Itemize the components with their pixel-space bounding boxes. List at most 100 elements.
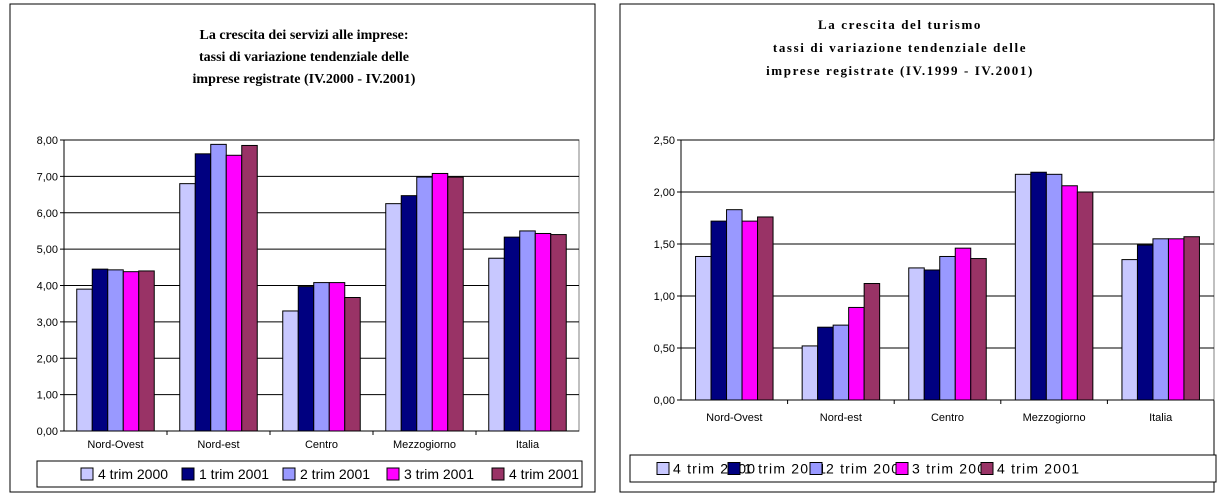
- chart-title-line-2: tassi di variazione tendenziale delle: [773, 40, 1027, 55]
- y-tick-label: 7,00: [37, 171, 58, 183]
- legend-label: 1 trim 2001: [199, 466, 269, 482]
- y-tick-label: 2,00: [654, 187, 675, 199]
- bar: [282, 310, 299, 432]
- y-tick-label: 4,00: [37, 281, 58, 293]
- chart-title-line-3: imprese registrate (IV.1999 - IV.2001): [766, 63, 1034, 78]
- bar: [91, 268, 109, 432]
- bar: [1136, 244, 1154, 401]
- legend-box: [36, 460, 583, 488]
- chart-services: La crescita dei servizi alle imprese: ta…: [0, 0, 600, 497]
- bar: [313, 282, 330, 432]
- bar: [726, 209, 743, 401]
- chart-tourism: La crescita del turismo tassi di variazi…: [614, 0, 1217, 497]
- y-tick-label: 5,00: [37, 244, 58, 256]
- bar: [431, 172, 449, 432]
- plot-area: 0,00 0,50 1,00 1,50 2,00 2,50 Nord-Ovest Nord-e…: [654, 135, 1215, 424]
- bar: [241, 144, 258, 432]
- bar: [138, 270, 155, 432]
- bar: [1014, 173, 1032, 401]
- chart-services-svg: La crescita dei servizi alle imprese: ta…: [9, 3, 596, 493]
- bar: [710, 220, 728, 401]
- bar: [1061, 185, 1078, 401]
- chart-title-line-1: La crescita dei servizi alle imprese:: [199, 28, 408, 43]
- x-category-label: Italia: [516, 439, 540, 451]
- bar: [817, 326, 834, 401]
- bar: [210, 143, 227, 432]
- legend-swatch: [809, 462, 823, 475]
- bar: [107, 269, 124, 432]
- y-tick-label: 0,00: [654, 395, 675, 407]
- y-tick-label: 1,50: [654, 239, 675, 251]
- chart-title-line-1: La crescita del turismo: [818, 17, 982, 32]
- x-category-label: Mezzogiorno: [1023, 412, 1086, 424]
- bar: [76, 288, 93, 432]
- bar: [194, 153, 212, 432]
- bar: [488, 257, 505, 432]
- y-tick-label: 6,00: [37, 208, 58, 220]
- legend-label: 4 trim 2001: [509, 466, 579, 482]
- legend-swatch: [181, 467, 195, 481]
- bar: [122, 271, 140, 432]
- x-category-label: Nord-Ovest: [87, 439, 143, 451]
- y-tick-label: 3,00: [37, 317, 58, 329]
- bar: [447, 176, 464, 432]
- x-category-label: Nord-est: [820, 412, 862, 424]
- legend-label: 1 trim 2001: [744, 461, 827, 477]
- legend-label: 4 trim 2000: [98, 466, 168, 482]
- legend: 4 trim 2000 1 trim 2001 2 trim 2001 3 trim …: [36, 460, 583, 488]
- x-category-label: Italia: [1149, 412, 1173, 424]
- bar: [1183, 236, 1200, 401]
- bar: [1076, 191, 1094, 401]
- bar: [741, 220, 759, 401]
- bar: [1045, 173, 1063, 401]
- bar: [400, 195, 418, 432]
- bar: [757, 216, 774, 401]
- legend-swatch: [80, 467, 94, 481]
- x-category-label: Mezzogiorno: [393, 439, 456, 451]
- plot-area: 0,00 1,00 2,00 3,00 4,00 5,00 6,00 7,00 8,00 Nord…: [37, 135, 580, 451]
- bar: [908, 267, 925, 401]
- y-tick-label: 1,00: [37, 390, 58, 402]
- legend-box: [629, 454, 1217, 483]
- y-tick-label: 2,00: [37, 353, 58, 365]
- bar: [1121, 259, 1138, 401]
- bar: [534, 232, 552, 432]
- bar: [1167, 238, 1185, 401]
- y-tick-label: 8,00: [37, 135, 58, 147]
- bar: [954, 247, 972, 401]
- legend-label: 2 trim 2001: [826, 461, 909, 477]
- y-tick-label: 2,50: [654, 135, 675, 147]
- legend-swatch: [282, 467, 296, 481]
- bar: [519, 230, 536, 432]
- legend-label: 4 trim 2001: [997, 461, 1080, 477]
- bar: [179, 183, 196, 432]
- bar: [1152, 238, 1169, 401]
- legend-swatch: [386, 467, 400, 481]
- bar: [970, 258, 987, 401]
- bar: [550, 234, 567, 432]
- bar: [939, 255, 956, 401]
- legend-swatch: [656, 462, 670, 475]
- bar: [344, 297, 361, 432]
- bar: [923, 269, 941, 401]
- chart-title-line-2: tassi di variazione tendenziale delle: [199, 50, 409, 65]
- bar: [385, 203, 402, 432]
- y-tick-label: 0,00: [37, 426, 58, 438]
- x-category-label: Nord-Ovest: [706, 412, 762, 424]
- bar: [1030, 171, 1047, 401]
- bar: [225, 154, 243, 432]
- x-category-label: Nord-est: [197, 439, 239, 451]
- x-category-label: Centro: [931, 412, 964, 424]
- bar: [863, 283, 881, 401]
- legend-label: 3 trim 2001: [404, 466, 474, 482]
- legend-swatch: [980, 462, 994, 475]
- bar: [503, 236, 521, 432]
- bar: [297, 286, 315, 432]
- legend-swatch: [727, 462, 741, 475]
- legend-label: 2 trim 2001: [300, 466, 370, 482]
- bar: [695, 255, 712, 401]
- bar: [848, 306, 865, 401]
- legend-swatch: [895, 462, 909, 475]
- bar: [801, 345, 819, 401]
- bar: [328, 282, 346, 432]
